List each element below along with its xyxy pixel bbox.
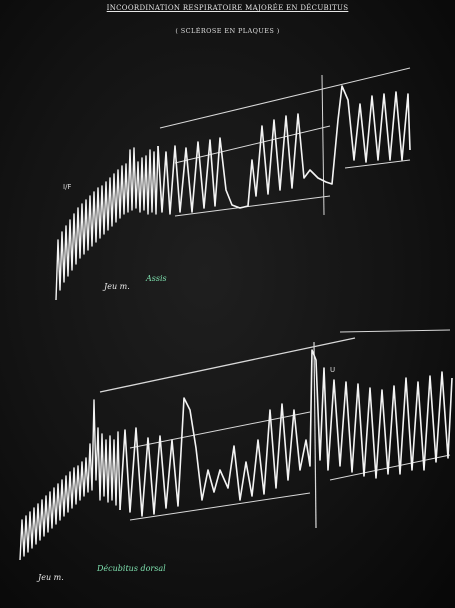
- upper-trace-rapid: [55, 145, 159, 301]
- lower-trace-rapid: [19, 399, 121, 561]
- lower-guide-bottom: [129, 492, 311, 521]
- upper-side-mark: I/F: [63, 183, 72, 191]
- upper-guide-mid: [174, 125, 331, 164]
- upper-guide-top: [159, 67, 411, 129]
- upper-guide-right: [344, 159, 411, 169]
- lower-guide-right: [329, 454, 451, 481]
- upper-trace-deep: [157, 85, 411, 215]
- lower-vertical-marker: [313, 341, 317, 529]
- upper-condition-label: Assis: [146, 274, 167, 283]
- upper-vertical-marker: [321, 74, 325, 216]
- lower-marker-label: Jeu m.: [38, 573, 64, 582]
- document-subtitle: ( SCLÉROSE EN PLAQUES ): [175, 27, 280, 35]
- lower-guide-top: [99, 337, 356, 393]
- lower-side-mark: U: [330, 366, 336, 374]
- upper-marker-label: Jeu m.: [104, 282, 130, 291]
- lower-trace-deep: [119, 349, 453, 517]
- lower-condition-label: Décubitus dorsal: [97, 564, 166, 573]
- upper-guide-bottom: [174, 195, 331, 217]
- lower-guide-upper-right: [339, 329, 451, 333]
- document-title: INCOORDINATION RESPIRATOIRE MAJORÉE EN D…: [106, 4, 349, 12]
